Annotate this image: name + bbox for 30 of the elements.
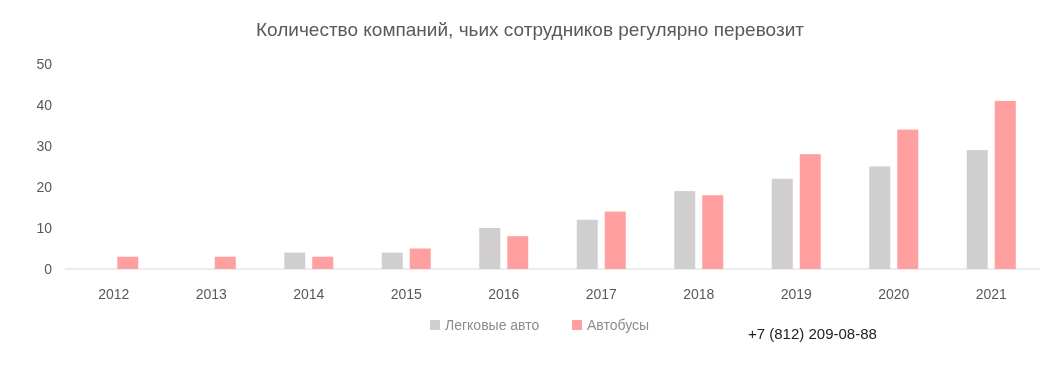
bar	[117, 256, 139, 269]
x-tick-label: 2020	[878, 286, 910, 302]
bar	[214, 256, 236, 269]
x-tick-label: 2021	[975, 286, 1008, 302]
y-tick-label: 40	[36, 97, 53, 113]
bar	[702, 195, 724, 269]
legend-label: Легковые авто	[445, 317, 540, 333]
bar	[409, 248, 431, 269]
text: +7 (812) 209-08-88	[748, 325, 877, 342]
x-tick-label: 2018	[683, 286, 715, 302]
x-tick-label: 2015	[390, 286, 423, 302]
chart-title: Количество компаний, чьих сотрудников регулярно перевозит	[256, 19, 805, 40]
x-tick-label: 2017	[585, 286, 618, 302]
y-tick-label: 0	[44, 261, 53, 277]
bar	[604, 211, 626, 269]
bar	[312, 256, 334, 269]
bar	[897, 129, 919, 269]
x-tick-label: 2016	[488, 286, 520, 302]
y-tick-label: 50	[36, 56, 53, 72]
x-tick-label: 2019	[780, 286, 813, 302]
y-tick-label: 30	[36, 138, 53, 154]
x-tick-label: 2014	[293, 286, 325, 302]
x-tick-label: 2012	[98, 286, 130, 302]
bar	[799, 154, 821, 269]
bar	[994, 100, 1016, 269]
y-tick-label: 20	[36, 179, 53, 195]
y-tick-label: 10	[36, 220, 53, 236]
legend-label: Автобусы	[587, 317, 650, 333]
bar	[507, 236, 529, 269]
x-tick-label: 2013	[195, 286, 228, 302]
